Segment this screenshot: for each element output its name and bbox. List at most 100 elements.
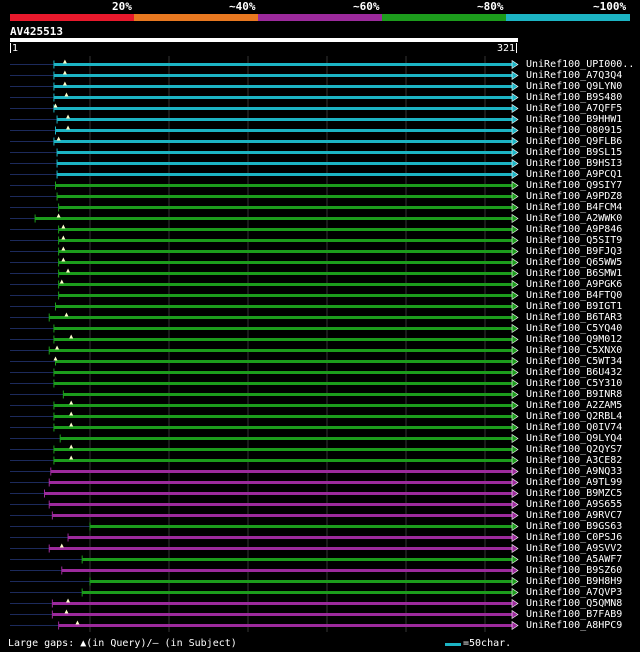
query-gap-marker-icon [61, 224, 66, 229]
legend-label-80: ~80% [477, 0, 504, 13]
hit-label[interactable]: UniRef100_B9IGT1 [526, 301, 623, 312]
hit-label[interactable]: UniRef100_C5XNX0 [526, 345, 623, 356]
hit-label[interactable]: UniRef100_C5YQ40 [526, 323, 623, 334]
query-gap-marker-icon [59, 279, 64, 284]
legend-label-100: ~100% [593, 0, 627, 13]
query-gap-marker-icon [66, 114, 71, 119]
hit-label[interactable]: UniRef100_A8HPC9 [526, 620, 623, 631]
hit-label[interactable]: UniRef100_Q2QYS7 [526, 444, 623, 455]
hit-label[interactable]: UniRef100_B9HHW1 [526, 114, 623, 125]
legend-swatch-80 [382, 14, 506, 21]
query-gap-marker-icon [59, 543, 64, 548]
hit-label[interactable]: UniRef100_UPI000.. [526, 59, 635, 70]
ruler-end-tick [516, 43, 517, 53]
hit-end-arrow-icon [511, 367, 519, 378]
hit-label[interactable]: UniRef100_Q9LYQ4 [526, 433, 623, 444]
hit-end-arrow-icon [511, 609, 519, 620]
hit-end-arrow-icon [511, 620, 519, 631]
hit-label[interactable]: UniRef100_C5Y310 [526, 378, 623, 389]
hit-end-arrow-icon [511, 488, 519, 499]
hit-label[interactable]: UniRef100_B4FTQ0 [526, 290, 623, 301]
hit-end-arrow-icon [511, 444, 519, 455]
hit-label[interactable]: UniRef100_Q2RBL4 [526, 411, 623, 422]
scale-legend: =50char. [445, 638, 511, 650]
hit-label[interactable]: UniRef100_A9PCQ1 [526, 169, 623, 180]
ruler-start-tick [10, 43, 11, 53]
hit-label[interactable]: UniRef100_A7QFF5 [526, 103, 623, 114]
hit-label[interactable]: UniRef100_B9S480 [526, 92, 623, 103]
hit-label[interactable]: UniRef100_A7Q3Q4 [526, 70, 623, 81]
query-gap-marker-icon [53, 356, 58, 361]
hit-end-arrow-icon [511, 422, 519, 433]
hit-end-arrow-icon [511, 301, 519, 312]
hit-label[interactable]: UniRef100_B6U432 [526, 367, 623, 378]
hit-end-arrow-icon [511, 587, 519, 598]
query-gap-marker-icon [56, 213, 61, 218]
hit-label[interactable]: UniRef100_B9HSI3 [526, 158, 623, 169]
hit-label[interactable]: UniRef100_B9SL15 [526, 147, 623, 158]
hit-label[interactable]: UniRef100_A9PDZ8 [526, 191, 623, 202]
hit-label[interactable]: UniRef100_O80915 [526, 125, 623, 136]
hit-label[interactable]: UniRef100_A9PGK6 [526, 279, 623, 290]
hit-end-arrow-icon [511, 598, 519, 609]
hit-end-arrow-icon [511, 554, 519, 565]
hit-label[interactable]: UniRef100_Q9SIY7 [526, 180, 623, 191]
hit-label[interactable]: UniRef100_B9FJQ3 [526, 246, 623, 257]
hit-end-arrow-icon [511, 565, 519, 576]
hit-label[interactable]: UniRef100_C5WT34 [526, 356, 623, 367]
hit-label[interactable]: UniRef100_A5AWF7 [526, 554, 623, 565]
hit-label[interactable]: UniRef100_B4FCM4 [526, 202, 623, 213]
hit-end-arrow-icon [511, 521, 519, 532]
query-gap-marker-icon [66, 125, 71, 130]
hit-label[interactable]: UniRef100_A9S655 [526, 499, 623, 510]
query-gap-marker-icon [62, 70, 67, 75]
query-gap-marker-icon [64, 92, 69, 97]
query-ruler [10, 38, 518, 42]
hit-label[interactable]: UniRef100_A9P846 [526, 224, 623, 235]
hit-end-arrow-icon [511, 268, 519, 279]
hit-end-arrow-icon [511, 92, 519, 103]
query-gap-marker-icon [64, 609, 69, 614]
hit-end-arrow-icon [511, 81, 519, 92]
hit-label[interactable]: UniRef100_A2ZAM5 [526, 400, 623, 411]
hit-label[interactable]: UniRef100_Q5QMN8 [526, 598, 623, 609]
hit-label[interactable]: UniRef100_B6SMW1 [526, 268, 623, 279]
hit-label[interactable]: UniRef100_C0PSJ6 [526, 532, 623, 543]
identity-legend: 20% ~40% ~60% ~80% ~100% [0, 0, 640, 14]
ruler-end: 321 [497, 43, 516, 54]
hit-label[interactable]: UniRef100_B9MZC5 [526, 488, 623, 499]
hit-end-arrow-icon [511, 532, 519, 543]
hit-end-arrow-icon [511, 334, 519, 345]
hit-label[interactable]: UniRef100_Q5SIT9 [526, 235, 623, 246]
hit-label[interactable]: UniRef100_B9SZ60 [526, 565, 623, 576]
hit-label[interactable]: UniRef100_B9INR8 [526, 389, 623, 400]
hit-end-arrow-icon [511, 433, 519, 444]
hit-label[interactable]: UniRef100_A9TL99 [526, 477, 623, 488]
hit-label[interactable]: UniRef100_B6TAR3 [526, 312, 623, 323]
hit-label[interactable]: UniRef100_B9H8H9 [526, 576, 623, 587]
query-gap-marker-icon [62, 81, 67, 86]
hit-end-arrow-icon [511, 59, 519, 70]
hit-label[interactable]: UniRef100_A9RVC7 [526, 510, 623, 521]
legend-swatch-60 [258, 14, 382, 21]
hit-label[interactable]: UniRef100_A7QVP3 [526, 587, 623, 598]
query-gap-marker-icon [61, 235, 66, 240]
hit-label[interactable]: UniRef100_Q9FLB6 [526, 136, 623, 147]
hit-label[interactable]: UniRef100_Q9LYN0 [526, 81, 623, 92]
hit-label[interactable]: UniRef100_A3CE82 [526, 455, 623, 466]
hit-end-arrow-icon [511, 246, 519, 257]
hit-label[interactable]: UniRef100_A9SVV2 [526, 543, 623, 554]
hit-end-arrow-icon [511, 147, 519, 158]
hit-label[interactable]: UniRef100_Q9M012 [526, 334, 623, 345]
hit-label[interactable]: UniRef100_A9NQ33 [526, 466, 623, 477]
hit-end-arrow-icon [511, 576, 519, 587]
hit-end-arrow-icon [511, 290, 519, 301]
hit-label[interactable]: UniRef100_B7FAB9 [526, 609, 623, 620]
hit-label[interactable]: UniRef100_A2WWK0 [526, 213, 623, 224]
legend-label-40: ~40% [229, 0, 256, 13]
hit-label[interactable]: UniRef100_Q0IV74 [526, 422, 623, 433]
query-gap-marker-icon [69, 444, 74, 449]
hit-label[interactable]: UniRef100_B9GS63 [526, 521, 623, 532]
legend-label-20: 20% [112, 0, 132, 13]
hit-label[interactable]: UniRef100_Q65WW5 [526, 257, 623, 268]
